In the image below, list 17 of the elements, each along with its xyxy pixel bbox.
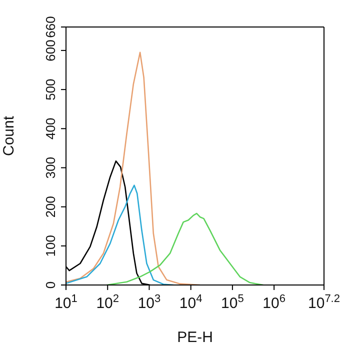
- y-tick-label: 400: [43, 118, 58, 140]
- y-tick-label: 200: [43, 196, 58, 218]
- x-tick-label: 10$^{6}$: [262, 293, 286, 312]
- y-axis-title: Count: [0, 115, 18, 156]
- y-tick-label: 600: [43, 40, 58, 62]
- x-tick-label: 10$^{3}$: [138, 293, 161, 312]
- x-axis-title: PE-H: [177, 329, 213, 346]
- y-tick-label: 500: [43, 78, 58, 100]
- y-tick-label: 0: [43, 281, 58, 289]
- y-tick-label: 660: [43, 16, 58, 38]
- x-tick-label: 10$^{4}$: [179, 293, 202, 312]
- y-tick-label: 100: [43, 235, 58, 257]
- x-tick-label: 10$^{2}$: [96, 293, 120, 312]
- x-tick-label: 10$^{1}$: [54, 293, 78, 312]
- x-tick-label: 10$^{7.2}$: [308, 293, 340, 312]
- y-tick-label: 300: [43, 156, 58, 179]
- x-tick-label: 10$^{5}$: [221, 293, 244, 312]
